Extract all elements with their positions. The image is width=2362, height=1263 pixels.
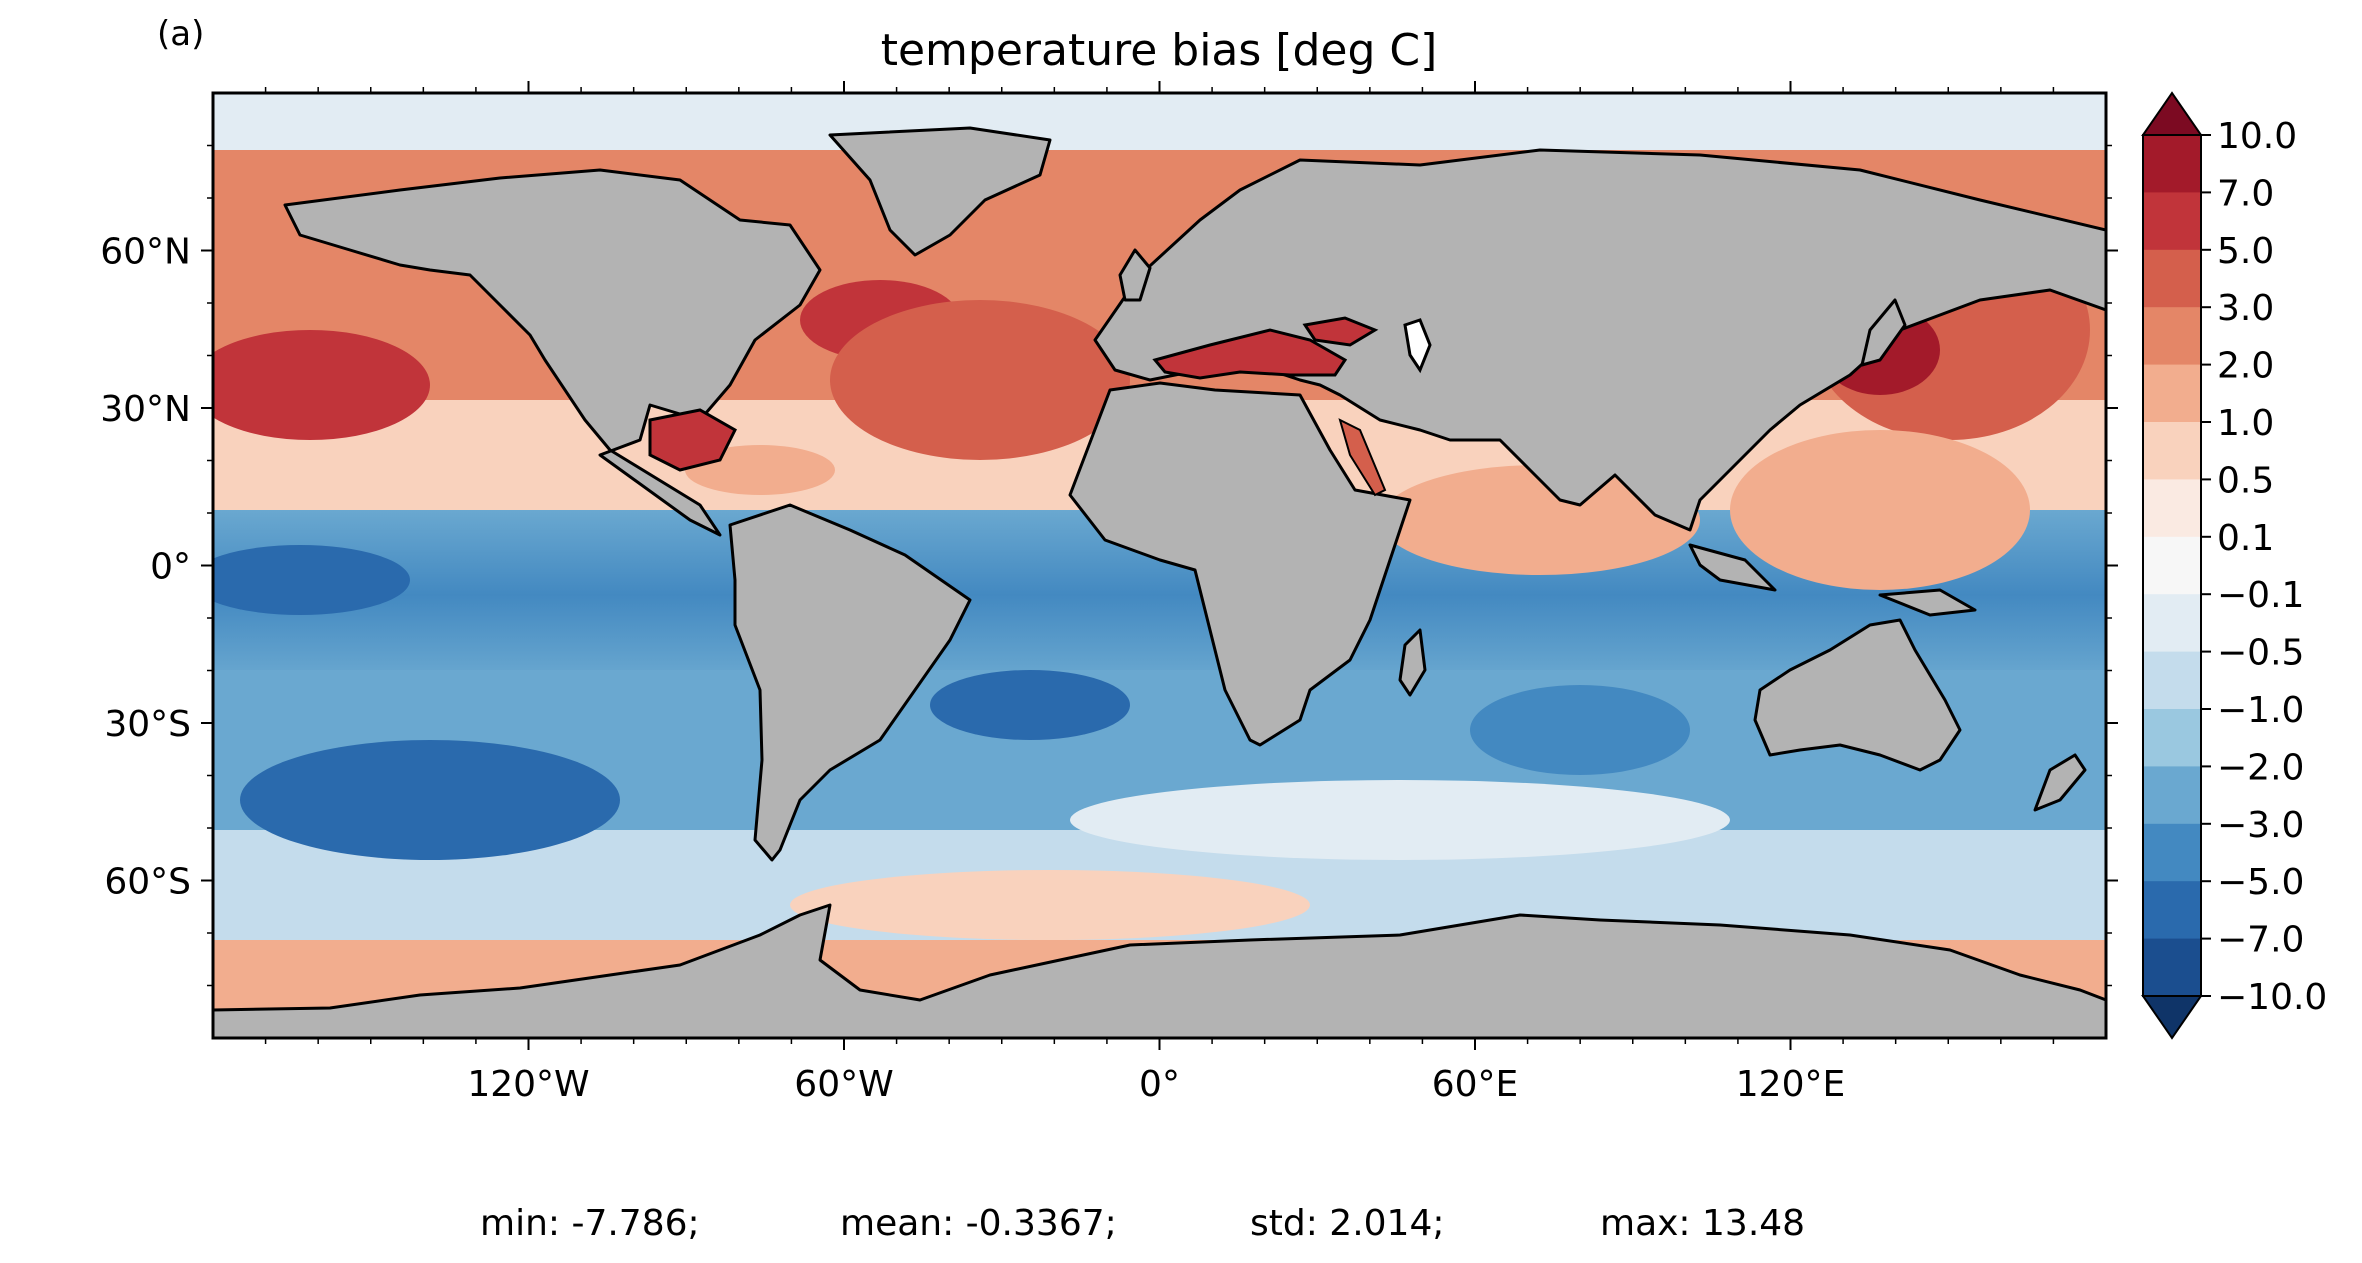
colorbar-segment xyxy=(2143,823,2201,882)
x-axis: 120°W 60°W 0° 60°E 120°E xyxy=(264,81,2055,1105)
ocean-arctic xyxy=(213,93,2106,153)
ocean-patch-satl-cold xyxy=(930,670,1130,740)
y-tick-label: 30°N xyxy=(100,389,191,430)
land-australia xyxy=(1753,618,1962,772)
sea-black-sea xyxy=(1302,316,1379,347)
land-new-zealand xyxy=(2033,753,2087,812)
colorbar-segment xyxy=(2143,422,2201,480)
colorbar-tick-label: 10.0 xyxy=(2217,116,2297,157)
land-south-america xyxy=(728,503,972,862)
colorbar-tick-label: −0.1 xyxy=(2217,575,2304,616)
land-madagascar xyxy=(1398,628,1427,697)
x-tick-label: 60°E xyxy=(1432,1064,1519,1105)
colorbar-frame xyxy=(2142,134,2202,997)
colorbar-segment xyxy=(2143,594,2201,653)
x-tick-label: 0° xyxy=(1139,1064,1180,1105)
colorbar-tick-label: −0.5 xyxy=(2217,633,2304,674)
x-tick-label: 60°W xyxy=(794,1064,893,1105)
stat-std: std: 2.014; xyxy=(1250,1203,1444,1244)
colorbar-tick-label: −1.0 xyxy=(2217,690,2304,731)
y-tick-label: 0° xyxy=(150,547,191,588)
land-indonesia xyxy=(1688,543,1777,592)
chart-title: temperature bias [deg C] xyxy=(881,25,1438,76)
land-antarctica xyxy=(213,903,2106,1038)
colorbar-segment xyxy=(2143,135,2201,193)
y-tick-label: 60°N xyxy=(100,232,191,273)
land-north-america xyxy=(283,168,822,537)
x-tick-label: 120°E xyxy=(1736,1064,1845,1105)
colorbar-tick-label: −7.0 xyxy=(2217,920,2304,961)
colorbar-segment xyxy=(2143,249,2201,308)
sea-red-sea xyxy=(1338,418,1387,497)
sea-mediterranean xyxy=(1152,328,1348,380)
ocean-patch-nio-warm xyxy=(1380,465,1700,575)
colorbar-segment xyxy=(2143,881,2201,940)
colorbar-extend-max xyxy=(2141,91,2203,136)
ocean-patch-sio-cold xyxy=(1470,685,1690,775)
ocean-patch-natl xyxy=(830,300,1130,460)
colorbar-tick-label: −2.0 xyxy=(2217,747,2304,788)
colorbar-tick-label: −3.0 xyxy=(2217,805,2304,846)
ocean-patch-wpac-warm xyxy=(1730,430,2030,590)
colorbar-tick-label: −10.0 xyxy=(2217,977,2327,1018)
colorbar-segment xyxy=(2143,192,2201,251)
y-tick-label: 60°S xyxy=(104,862,191,903)
colorbar-tick-label: 2.0 xyxy=(2217,346,2274,387)
land-africa xyxy=(1068,381,1412,747)
map-field xyxy=(213,93,2106,1038)
land-eurasia xyxy=(1093,148,2106,532)
colorbar-tick-label: 0.5 xyxy=(2217,460,2274,501)
colorbar-segment xyxy=(2143,651,2201,710)
colorbar-segment xyxy=(2143,364,2201,423)
colorbar: 10.0 7.0 5.0 3.0 2.0 1.0 0.5 0.1 −0.1 −0.5 −1.0 −2.… xyxy=(2141,91,2327,1040)
colorbar-segment xyxy=(2143,479,2201,538)
ocean-patch-spac-cold xyxy=(240,740,620,860)
land-uk xyxy=(1118,248,1152,302)
colorbar-tick-label: −5.0 xyxy=(2217,862,2304,903)
x-tick-label: 120°W xyxy=(467,1064,589,1105)
colorbar-tick-label: 3.0 xyxy=(2217,288,2274,329)
land-japan xyxy=(1860,298,1907,367)
sea-gulf-of-mexico xyxy=(648,408,737,472)
y-tick-label: 30°S xyxy=(104,704,191,745)
colorbar-tick-label: 1.0 xyxy=(2217,403,2274,444)
land-masses xyxy=(213,126,2106,1038)
ocean-patch-npac-warm xyxy=(213,330,430,440)
panel-label: (a) xyxy=(157,14,204,54)
colorbar-segment xyxy=(2143,766,2201,825)
colorbar-segment xyxy=(2143,307,2201,366)
sea-caspian xyxy=(1403,318,1432,374)
ocean-patch-weddell xyxy=(790,870,1310,940)
ocean-patch-epac-cold xyxy=(213,545,410,615)
colorbar-tick-label: 5.0 xyxy=(2217,231,2274,272)
colorbar-segment xyxy=(2143,938,2201,997)
colorbar-tick-label: 0.1 xyxy=(2217,518,2274,559)
colorbar-segment xyxy=(2143,536,2201,595)
colorbar-segment xyxy=(2143,709,2201,767)
land-new-guinea xyxy=(1878,588,1977,617)
stat-mean: mean: -0.3367; xyxy=(840,1203,1117,1244)
ocean-patch-southern-white xyxy=(1070,780,1730,860)
stat-min: min: -7.786; xyxy=(480,1203,700,1244)
land-greenland xyxy=(828,126,1052,257)
y-axis: 60°N 30°N 0° 30°S 60°S xyxy=(100,144,2118,987)
colorbar-tick-label: 7.0 xyxy=(2217,173,2274,214)
colorbar-extend-min xyxy=(2141,995,2203,1040)
stat-max: max: 13.48 xyxy=(1600,1203,1805,1244)
